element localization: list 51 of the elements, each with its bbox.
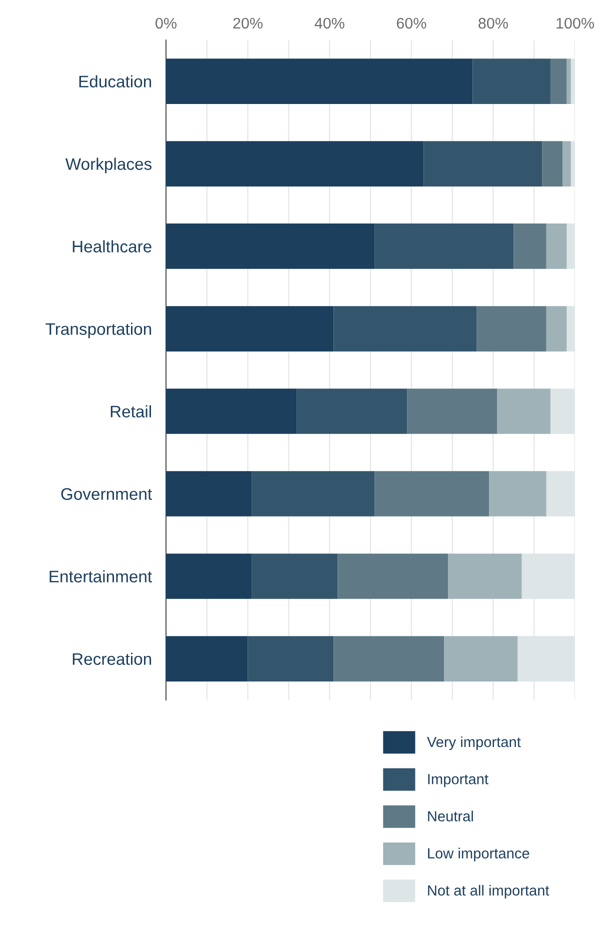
bar <box>476 306 546 352</box>
bar <box>542 141 563 186</box>
bar <box>166 306 334 352</box>
x-tick-label: 100% <box>556 18 594 29</box>
y-tick-label: Workplaces <box>65 158 152 174</box>
x-tick-label: 60% <box>396 18 426 29</box>
legend-label: Important <box>428 774 488 788</box>
bar <box>252 471 375 516</box>
bar <box>334 636 444 682</box>
bar <box>497 388 550 434</box>
bar <box>374 471 490 516</box>
bar <box>546 306 567 352</box>
legend-label: Neutral <box>428 810 473 822</box>
bar <box>374 224 514 269</box>
bar <box>546 224 567 269</box>
bar <box>562 141 571 186</box>
bar <box>248 636 334 682</box>
y-tick-label: Retail <box>110 405 151 418</box>
bar <box>444 636 518 682</box>
bar <box>472 58 550 104</box>
bar <box>338 554 448 599</box>
y-tick-label: Education <box>79 75 152 88</box>
bar <box>296 388 408 434</box>
bar <box>166 554 252 599</box>
legend-label: Low importance <box>428 848 530 862</box>
bar <box>407 388 498 434</box>
bar <box>550 58 567 104</box>
bar <box>514 224 546 269</box>
y-tick-label: Government <box>61 488 152 500</box>
x-tick-label: 0% <box>156 18 176 29</box>
bar <box>166 636 248 682</box>
y-tick-label: Transportation <box>46 322 152 338</box>
bar <box>424 141 542 186</box>
bar <box>166 141 424 186</box>
x-tick-label: 40% <box>314 18 344 29</box>
bar <box>448 554 522 599</box>
legend-label: Not at all important <box>428 884 550 899</box>
bar <box>334 306 477 352</box>
bar <box>166 224 375 269</box>
y-tick-label: Entertainment <box>50 570 152 582</box>
bar <box>166 388 297 434</box>
x-tick-label: 20% <box>233 18 263 29</box>
bar <box>489 471 546 516</box>
bar <box>166 471 252 516</box>
y-tick-label: Recreation <box>72 652 152 665</box>
y-tick-label: Healthcare <box>72 240 152 252</box>
legend-label: Very important <box>426 736 521 750</box>
x-tick-label: 80% <box>478 18 508 29</box>
bar <box>566 58 571 104</box>
bar <box>166 58 473 104</box>
bar <box>252 554 338 599</box>
